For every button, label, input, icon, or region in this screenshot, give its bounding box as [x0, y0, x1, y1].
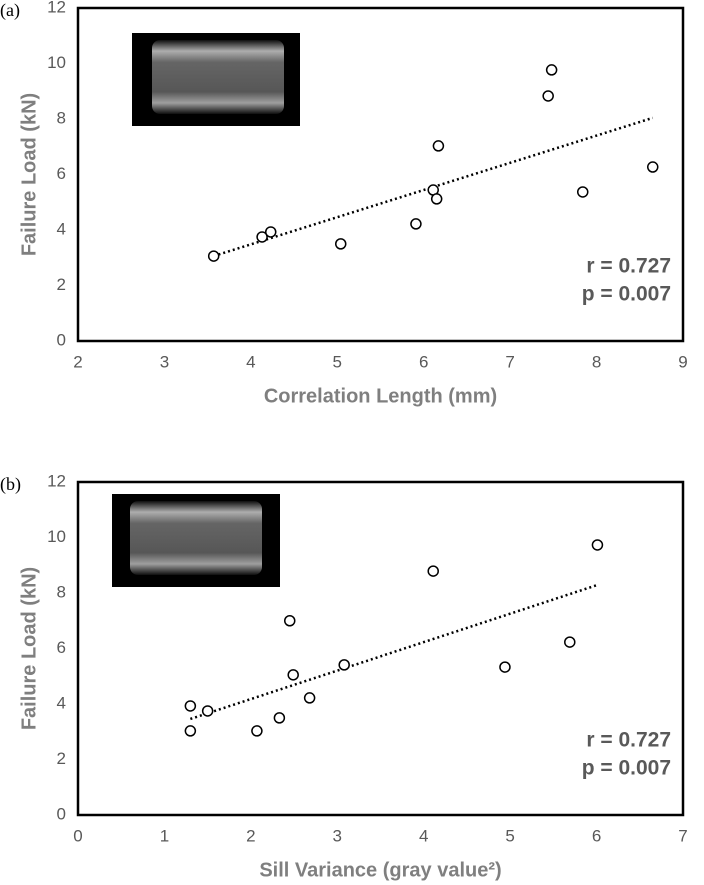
- y-tick-label: 10: [47, 527, 66, 546]
- data-point: [207, 250, 220, 262]
- data-point: [432, 140, 445, 152]
- plot-frame: [76, 480, 685, 817]
- x-tick-label: 3: [333, 826, 342, 845]
- thumbnail-b: [112, 494, 280, 587]
- data-point: [334, 238, 347, 250]
- data-point: [542, 90, 554, 102]
- y-axis-title: Failure Load (kN): [18, 567, 40, 730]
- trendline: [189, 583, 598, 721]
- x-tick-label: 2: [246, 826, 255, 845]
- data-point: [430, 193, 443, 205]
- data-point: [576, 186, 589, 198]
- annotation: p = 0.007: [582, 283, 671, 306]
- data-point: [647, 161, 659, 173]
- data-point: [564, 636, 576, 648]
- x-tick-label: 8: [592, 352, 601, 371]
- y-tick-label: 6: [57, 164, 66, 183]
- data-point: [303, 692, 316, 704]
- x-tick-label: 7: [505, 352, 514, 371]
- data-point: [284, 615, 296, 627]
- y-tick-label: 4: [57, 693, 66, 712]
- data-point: [184, 725, 197, 737]
- thumbnail-a: [132, 33, 300, 126]
- y-tick-label: 0: [57, 330, 66, 349]
- x-tick-label: 4: [246, 352, 255, 371]
- x-axis-title: Sill Variance (gray value²): [259, 859, 501, 881]
- x-tick-label: 6: [592, 826, 601, 845]
- data-point: [499, 661, 511, 673]
- data-point: [256, 231, 268, 243]
- annotation: r = 0.727: [586, 255, 671, 278]
- data-point: [410, 218, 422, 230]
- y-tick-label: 4: [57, 219, 66, 238]
- y-tick-label: 0: [57, 804, 66, 823]
- data-point: [273, 712, 286, 724]
- x-tick-label: 3: [160, 352, 169, 371]
- x-tick-label: 7: [678, 826, 687, 845]
- x-axis-title: Correlation Length (mm): [264, 385, 497, 407]
- data-point: [338, 659, 350, 671]
- annotation: r = 0.727: [586, 729, 671, 752]
- x-tick-label: 5: [505, 826, 514, 845]
- data-point: [251, 725, 263, 737]
- data-point: [427, 565, 439, 577]
- plot-frame: [76, 6, 685, 343]
- y-tick-label: 10: [47, 53, 66, 72]
- y-tick-label: 8: [57, 108, 66, 127]
- data-point: [287, 669, 299, 681]
- x-tick-label: 9: [678, 352, 687, 371]
- x-tick-label: 2: [73, 352, 82, 371]
- data-point: [184, 700, 197, 712]
- y-tick-label: 6: [57, 638, 66, 657]
- x-tick-label: 1: [160, 826, 169, 845]
- panel-label: (b): [0, 474, 21, 495]
- panel-label: (a): [0, 0, 20, 21]
- annotation: p = 0.007: [582, 757, 671, 780]
- y-axis-title: Failure Load (kN): [18, 93, 40, 256]
- data-point: [545, 64, 558, 76]
- data-point: [264, 226, 277, 238]
- data-point: [201, 705, 214, 717]
- x-tick-label: 6: [419, 352, 428, 371]
- data-point: [591, 539, 604, 551]
- y-tick-label: 12: [47, 471, 66, 490]
- y-tick-label: 12: [47, 0, 66, 16]
- x-tick-label: 0: [73, 826, 82, 845]
- x-tick-label: 5: [333, 352, 342, 371]
- y-tick-label: 2: [57, 275, 66, 294]
- y-tick-label: 8: [57, 582, 66, 601]
- y-tick-label: 2: [57, 749, 66, 768]
- x-tick-label: 4: [419, 826, 428, 845]
